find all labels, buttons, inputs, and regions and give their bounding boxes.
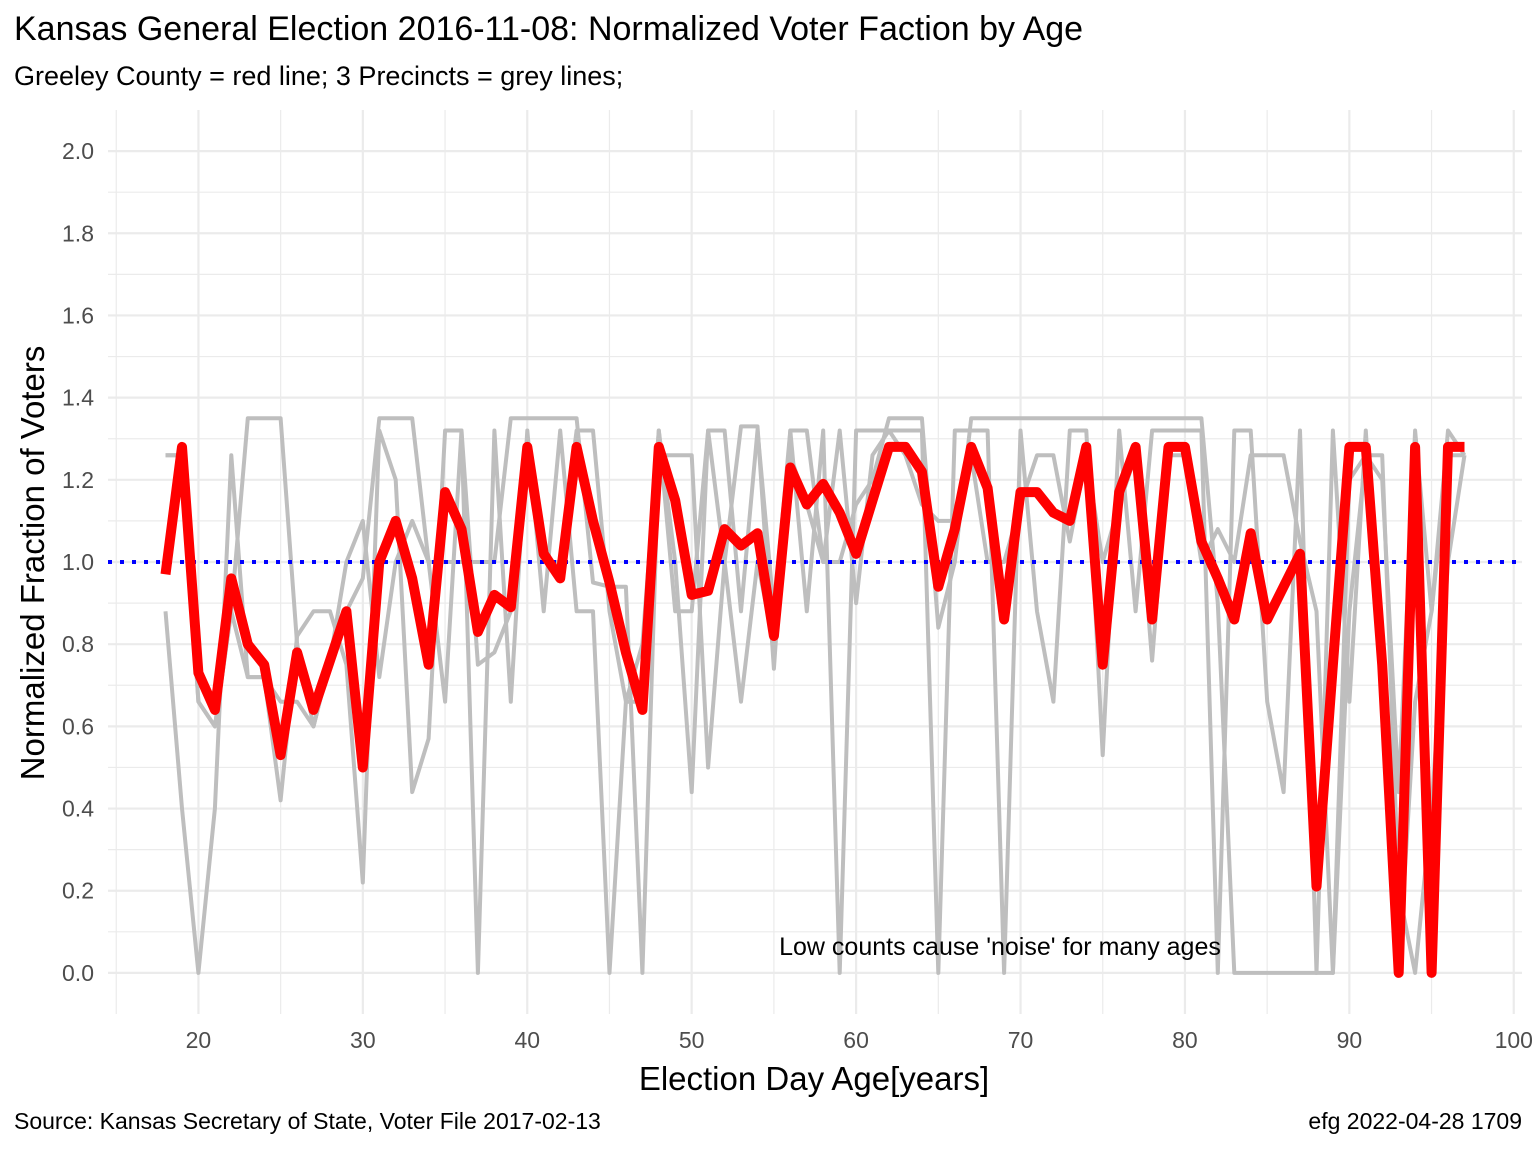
x-tick-label: 40 bbox=[514, 1027, 540, 1053]
county-line-layer bbox=[160, 441, 1465, 978]
y-tick-label: 1.4 bbox=[62, 385, 94, 411]
x-tick-label: 70 bbox=[1008, 1027, 1034, 1053]
tick-labels: 20 30 40 50 60 70 80 90 100 0.0 0.2 0.4 0.6 0.8 1.0 1.2… bbox=[62, 138, 1533, 1053]
x-axis-title: Election Day Age[years] bbox=[639, 1060, 989, 1097]
y-tick-label: 1.8 bbox=[62, 220, 94, 246]
y-tick-label: 1.6 bbox=[62, 302, 94, 328]
x-tick-label: 50 bbox=[679, 1027, 705, 1053]
x-tick-label: 90 bbox=[1337, 1027, 1363, 1053]
x-tick-label: 30 bbox=[350, 1027, 376, 1053]
county-line bbox=[160, 441, 1465, 978]
y-tick-label: 1.2 bbox=[62, 467, 94, 493]
source-caption: Source: Kansas Secretary of State, Voter… bbox=[14, 1108, 601, 1134]
author-caption: efg 2022-04-28 1709 bbox=[1308, 1108, 1522, 1134]
precinct-line bbox=[163, 428, 1467, 975]
y-tick-label: 0.0 bbox=[62, 960, 94, 986]
x-tick-label: 80 bbox=[1172, 1027, 1198, 1053]
y-tick-label: 0.4 bbox=[62, 796, 94, 822]
y-tick-label: 1.0 bbox=[62, 549, 94, 575]
y-tick-label: 0.2 bbox=[62, 878, 94, 904]
noise-annotation: Low counts cause 'noise' for many ages bbox=[779, 933, 1221, 961]
y-axis-title: Normalized Fraction of Voters bbox=[14, 346, 51, 781]
precinct-line bbox=[165, 428, 1467, 975]
x-tick-label: 60 bbox=[843, 1027, 869, 1053]
x-tick-label: 20 bbox=[186, 1027, 212, 1053]
y-tick-label: 2.0 bbox=[62, 138, 94, 164]
x-tick-label: 100 bbox=[1495, 1027, 1533, 1053]
chart-title: Kansas General Election 2016-11-08: Norm… bbox=[14, 10, 1084, 48]
y-tick-label: 0.6 bbox=[62, 713, 94, 739]
chart-subtitle: Greeley County = red line; 3 Precincts =… bbox=[14, 61, 624, 91]
y-tick-label: 0.8 bbox=[62, 631, 94, 657]
